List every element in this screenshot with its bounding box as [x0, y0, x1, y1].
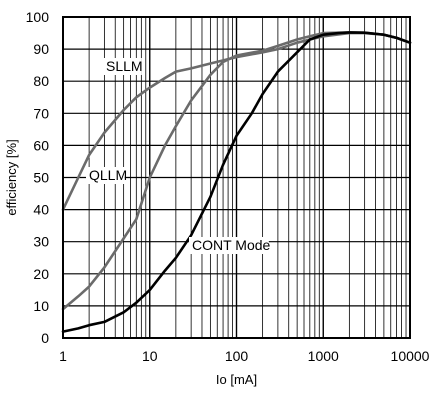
series-labels: SLLM QLLM CONT Mode — [86, 58, 271, 254]
series-label-cont-mode: CONT Mode — [192, 237, 271, 253]
y-tick-label: 0 — [41, 330, 49, 346]
y-tick-label: 70 — [33, 105, 49, 121]
plot-frame — [62, 16, 411, 339]
x-tick-label: 10 — [142, 348, 158, 364]
x-tick-labels: 1 10 100 1000 10000 — [59, 348, 430, 364]
x-tick-label: 1 — [59, 348, 67, 364]
y-tick-label: 20 — [33, 266, 49, 282]
series-label-sllm: SLLM — [106, 58, 143, 74]
series-label-qllm: QLLM — [89, 167, 127, 183]
series-label-bg-qllm — [86, 167, 125, 184]
y-axis-label: efficiency [%] — [4, 139, 19, 215]
series-label-bg-sllm — [103, 58, 142, 75]
x-tick-label: 100 — [225, 348, 249, 364]
series-label-bg-cont-mode — [189, 237, 269, 254]
x-axis-label: Io [mA] — [216, 372, 257, 387]
y-tick-label: 80 — [33, 73, 49, 89]
y-tick-label: 40 — [33, 202, 49, 218]
y-tick-label: 30 — [33, 234, 49, 250]
series-lines — [61, 31, 412, 333]
x-tick-label: 10000 — [391, 348, 430, 364]
x-tick-label: 1000 — [308, 348, 339, 364]
y-tick-label: 50 — [33, 170, 49, 186]
y-tick-label: 10 — [33, 298, 49, 314]
y-tick-labels: 0 10 20 30 40 50 60 70 80 90 100 — [26, 9, 50, 346]
y-tick-label: 100 — [26, 9, 50, 25]
y-tick-label: 60 — [33, 137, 49, 153]
series-line-cont-mode — [61, 31, 412, 333]
y-tick-label: 90 — [33, 41, 49, 57]
